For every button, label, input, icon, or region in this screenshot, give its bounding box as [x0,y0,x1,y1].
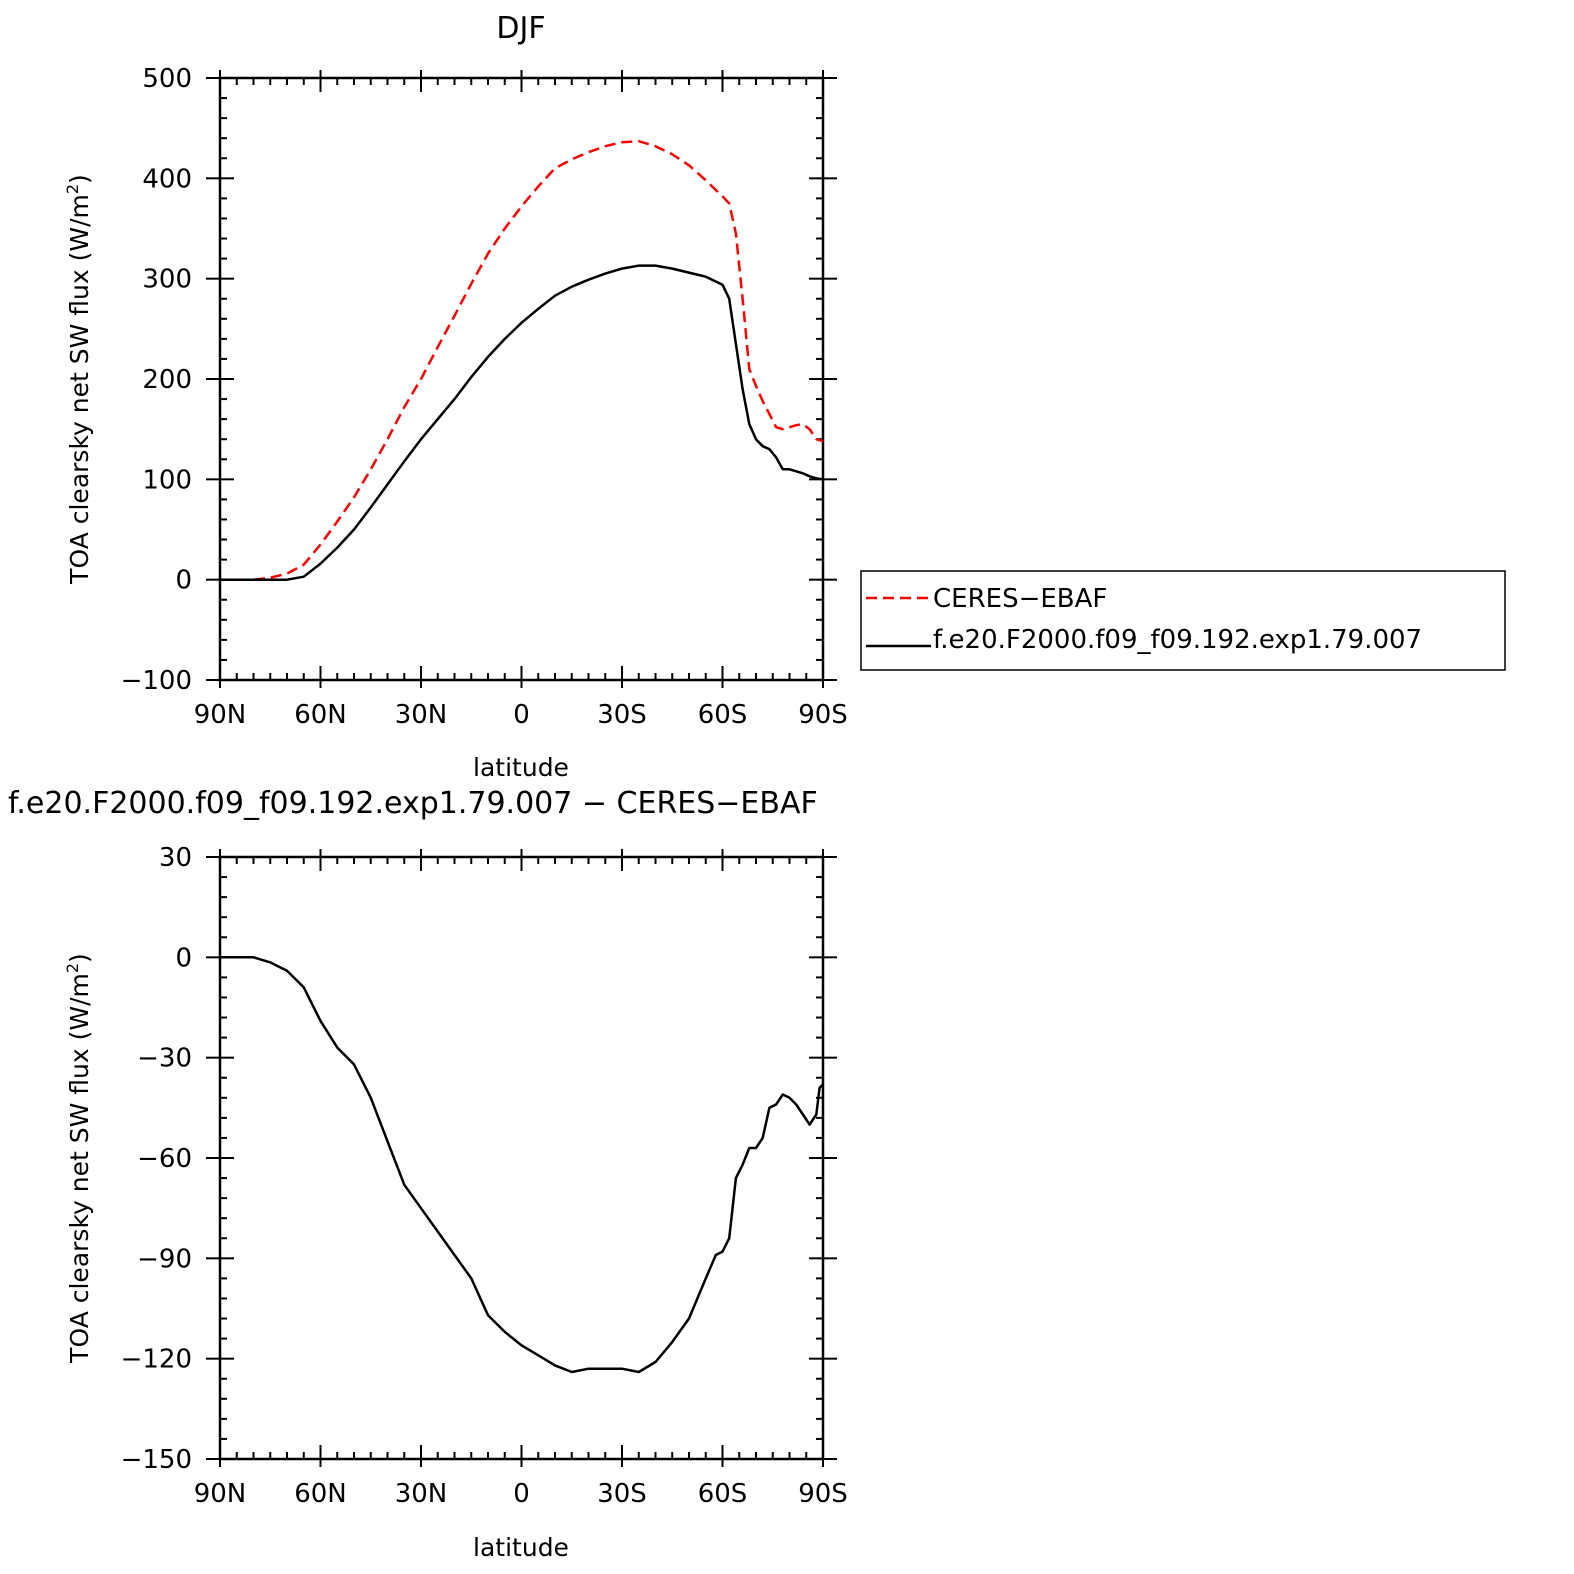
bottom-x-tick-labels: 90N 60N 30N 0 30S 60S 90S [194,1479,848,1509]
bottom-y-tick-labels: −150 −120 −90 −60 −30 0 30 [121,843,192,1475]
legend-entry-model: f.e20.F2000.f09_f09.192.exp1.79.007 [933,625,1422,655]
top-y-axis-label-sup: 2 [63,184,82,194]
bottom-y-tick-label: −150 [121,1445,192,1475]
bottom-y-tick-label: −120 [121,1345,192,1375]
bottom-y-tick-label: −30 [137,1044,192,1074]
bottom-x-tick-label: 30N [395,1479,448,1509]
top-x-tick-label: 0 [513,700,530,730]
top-plot-frame [218,76,825,682]
top-panel: DJF −100 0 100 200 300 400 500 90N 60N 30N 0 30S 60… [63,11,1506,782]
legend-entry-ceres: CERES−EBAF [933,584,1107,614]
bottom-axis-ticks [206,849,837,1467]
top-x-axis-label: latitude [473,753,569,782]
top-series-line-1 [220,264,824,581]
legend-box [860,570,1506,671]
bottom-y-axis-label-main: TOA clearsky net SW flux (W/m [65,973,94,1364]
bottom-x-tick-label: 30S [597,1479,647,1509]
bottom-y-axis-label-sup: 2 [63,963,82,973]
bottom-x-tick-label: 60N [294,1479,347,1509]
top-y-axis-label: TOA clearsky net SW flux (W/m2) [63,174,94,585]
top-x-tick-label: 90S [798,700,848,730]
top-series-lines [220,139,824,581]
top-y-tick-label: 400 [142,164,192,194]
bottom-y-axis-label-end: ) [65,953,94,963]
top-x-tick-labels: 90N 60N 30N 0 30S 60S 90S [194,700,848,730]
top-y-tick-label: 0 [175,566,192,596]
top-y-tick-label: 300 [142,265,192,295]
top-x-tick-label: 60N [294,700,347,730]
top-y-axis-label-end: ) [65,174,94,184]
bottom-panel: f.e20.F2000.f09_f09.192.exp1.79.007 − CE… [8,786,848,1562]
bottom-x-tick-label: 60S [698,1479,748,1509]
bottom-plot-frame [218,855,825,1461]
bottom-x-tick-label: 90S [798,1479,848,1509]
bottom-y-tick-label: 0 [175,943,192,973]
top-chart-title: DJF [496,11,545,46]
top-x-tick-label: 60S [698,700,748,730]
legend: CERES−EBAF f.e20.F2000.f09_f09.192.exp1.… [860,570,1506,671]
bottom-series-line-0 [220,956,824,1374]
bottom-x-tick-label: 0 [513,1479,530,1509]
top-y-tick-labels: −100 0 100 200 300 400 500 [121,64,192,696]
top-y-tick-label: 500 [142,64,192,94]
top-y-tick-label: 100 [142,465,192,495]
top-y-tick-label: 200 [142,365,192,395]
top-series-line-0 [220,139,824,581]
bottom-y-tick-label: −90 [137,1244,192,1274]
top-y-axis-label-main: TOA clearsky net SW flux (W/m [65,194,94,585]
top-x-tick-label: 30S [597,700,647,730]
bottom-series-lines [220,956,824,1374]
bottom-y-axis-label: TOA clearsky net SW flux (W/m2) [63,953,94,1364]
bottom-y-tick-label: −60 [137,1144,192,1174]
bottom-y-tick-label: 30 [159,843,192,873]
top-x-tick-label: 30N [395,700,448,730]
top-x-tick-label: 90N [194,700,247,730]
bottom-x-axis-label: latitude [473,1533,569,1562]
top-y-tick-label: −100 [121,666,192,696]
bottom-x-tick-label: 90N [194,1479,247,1509]
bottom-chart-title: f.e20.F2000.f09_f09.192.exp1.79.007 − CE… [8,786,818,821]
